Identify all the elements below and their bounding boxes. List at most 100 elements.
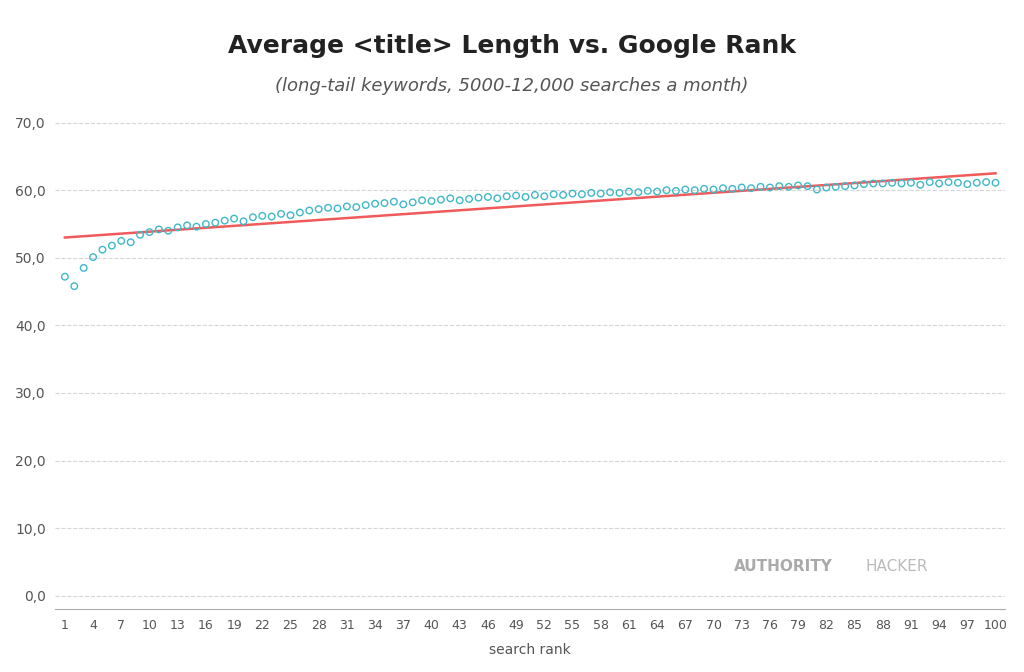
- Point: [837, 181, 853, 192]
- Point: [141, 226, 158, 237]
- Text: Average <title> Length vs. Google Rank: Average <title> Length vs. Google Rank: [228, 34, 796, 58]
- Point: [818, 182, 835, 193]
- Point: [216, 215, 232, 226]
- Point: [630, 187, 646, 198]
- Point: [499, 191, 515, 202]
- Point: [621, 186, 637, 197]
- Point: [564, 188, 581, 199]
- Point: [865, 178, 882, 189]
- Point: [132, 229, 148, 240]
- Point: [969, 177, 985, 188]
- Point: [555, 190, 571, 200]
- Point: [386, 196, 402, 207]
- Point: [470, 192, 486, 203]
- Point: [668, 185, 684, 196]
- Point: [912, 179, 929, 190]
- Point: [461, 194, 477, 204]
- Point: [546, 189, 562, 200]
- Point: [949, 177, 966, 188]
- Point: [367, 198, 383, 209]
- Point: [433, 194, 450, 205]
- Point: [696, 183, 713, 194]
- Point: [987, 177, 1004, 188]
- Point: [56, 271, 73, 282]
- Point: [827, 181, 844, 192]
- Point: [593, 188, 609, 199]
- Text: AUTHORITY: AUTHORITY: [734, 558, 834, 574]
- Point: [292, 207, 308, 218]
- Point: [442, 193, 459, 204]
- Point: [649, 186, 666, 197]
- Point: [452, 195, 468, 206]
- Point: [226, 213, 243, 224]
- Point: [508, 190, 524, 201]
- Point: [151, 224, 167, 235]
- Text: (long-tail keywords, 5000-12,000 searches a month): (long-tail keywords, 5000-12,000 searche…: [275, 77, 749, 95]
- Point: [198, 218, 214, 229]
- Point: [640, 185, 656, 196]
- Point: [526, 190, 543, 200]
- Point: [884, 177, 900, 188]
- Point: [357, 200, 374, 210]
- Point: [85, 252, 101, 263]
- Point: [67, 281, 83, 292]
- Point: [395, 199, 412, 210]
- Point: [809, 184, 825, 195]
- Point: [103, 241, 120, 251]
- Point: [978, 177, 994, 187]
- Point: [348, 202, 365, 212]
- Point: [790, 180, 806, 191]
- Point: [76, 263, 92, 274]
- Point: [376, 198, 392, 208]
- Point: [330, 203, 346, 214]
- Point: [959, 179, 976, 190]
- X-axis label: search rank: search rank: [489, 643, 571, 657]
- Point: [800, 181, 816, 192]
- Point: [743, 183, 760, 194]
- Point: [94, 245, 111, 255]
- Point: [771, 181, 787, 192]
- Point: [537, 191, 553, 202]
- Point: [479, 192, 496, 202]
- Point: [724, 183, 740, 194]
- Point: [931, 178, 947, 189]
- Point: [414, 195, 430, 206]
- Point: [762, 182, 778, 193]
- Point: [903, 177, 920, 188]
- Point: [123, 237, 139, 247]
- Point: [236, 216, 252, 226]
- Point: [706, 184, 722, 195]
- Point: [113, 235, 129, 246]
- Point: [922, 177, 938, 187]
- Point: [658, 185, 675, 196]
- Point: [179, 220, 196, 230]
- Point: [283, 210, 299, 220]
- Point: [846, 180, 862, 191]
- Point: [893, 178, 909, 189]
- Point: [207, 217, 223, 228]
- Point: [780, 181, 797, 192]
- Point: [254, 210, 270, 221]
- Point: [686, 185, 702, 196]
- Point: [733, 182, 750, 193]
- Point: [874, 178, 891, 189]
- Point: [715, 183, 731, 194]
- Point: [339, 201, 355, 212]
- Point: [301, 205, 317, 216]
- Point: [404, 197, 421, 208]
- Point: [611, 187, 628, 198]
- Point: [753, 181, 769, 192]
- Point: [940, 177, 956, 187]
- Point: [263, 211, 280, 222]
- Point: [856, 179, 872, 190]
- Point: [245, 212, 261, 222]
- Point: [583, 187, 599, 198]
- Point: [489, 193, 506, 204]
- Point: [170, 222, 186, 233]
- Point: [517, 192, 534, 202]
- Point: [319, 202, 336, 213]
- Point: [188, 221, 205, 232]
- Point: [677, 184, 693, 195]
- Point: [160, 225, 176, 236]
- Point: [602, 187, 618, 198]
